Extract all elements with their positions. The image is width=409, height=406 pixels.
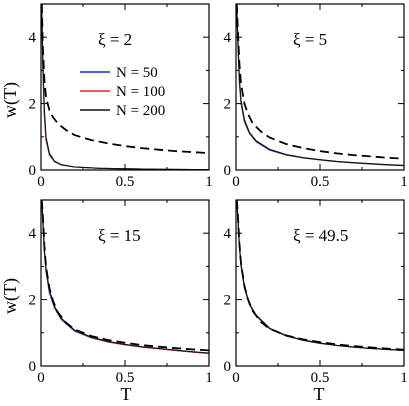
- legend-label: N = 100: [116, 84, 165, 100]
- series-line-200: [41, 200, 209, 354]
- panel-2: 0 0.5 1 0 2 4 ξ = 5: [224, 3, 408, 190]
- plot-lines: [41, 4, 209, 170]
- plot-lines: [236, 200, 404, 351]
- y-tick-label: 0: [224, 163, 232, 179]
- y-tick-label: 0: [29, 163, 37, 179]
- plot-lines: [236, 4, 404, 167]
- x-axis-label-left: T: [121, 384, 132, 404]
- x-tick-label: 0.5: [116, 174, 135, 190]
- x-tick-label: 0.5: [116, 370, 135, 386]
- legend: N = 50 N = 100 N = 200: [80, 65, 165, 119]
- series-line-50: [236, 4, 404, 167]
- theory-curve-dashed: [236, 200, 404, 351]
- series-line-200: [41, 4, 209, 170]
- panel-4: 0 0.5 1 0 2 4 ξ = 49.5: [224, 199, 408, 386]
- y-axis-label-bottom: w(T): [0, 278, 21, 314]
- plot-lines: [41, 200, 209, 354]
- legend-label: N = 200: [116, 103, 165, 119]
- x-tick-label: 0: [37, 370, 45, 386]
- x-axis-label-right: T: [314, 384, 325, 404]
- theory-curve-dashed: [41, 4, 209, 154]
- plot-frame: [40, 199, 210, 367]
- panel-3: 0 0.5 1 0 2 4 ξ = 15: [29, 199, 213, 386]
- series-line-200: [236, 4, 404, 166]
- series-line-100: [236, 200, 404, 351]
- x-tick-label: 0: [37, 174, 45, 190]
- y-tick-label: 4: [224, 226, 232, 242]
- theory-curve-dashed: [236, 4, 404, 160]
- series-line-50: [41, 200, 209, 354]
- x-tick-label: 1: [205, 174, 213, 190]
- x-tick-label: 0.5: [311, 370, 330, 386]
- y-tick-label: 0: [29, 359, 37, 375]
- series-line-100: [41, 200, 209, 354]
- series-line-50: [236, 200, 404, 351]
- y-tick-label: 4: [224, 30, 232, 46]
- y-tick-label: 2: [224, 97, 232, 113]
- y-tick-label: 2: [224, 293, 232, 309]
- legend-label: N = 50: [116, 65, 158, 81]
- plot-frame: [235, 199, 405, 367]
- y-axis-label-top: w(T): [0, 82, 21, 118]
- y-tick-label: 4: [29, 30, 37, 46]
- panel-title: ξ = 15: [98, 226, 141, 245]
- y-tick-label: 2: [29, 97, 37, 113]
- x-tick-label: 1: [205, 370, 213, 386]
- panel-title: ξ = 49.5: [293, 226, 348, 245]
- panel-1: 0 0.5 1 0 2 4 ξ = 2 N = 50 N = 100 N = 200: [29, 3, 213, 190]
- y-tick-label: 0: [224, 359, 232, 375]
- y-tick-label: 2: [29, 293, 37, 309]
- series-line-200: [236, 200, 404, 351]
- series-line-100: [236, 4, 404, 166]
- x-tick-label: 0.5: [311, 174, 330, 190]
- x-tick-label: 1: [400, 174, 408, 190]
- y-tick-label: 4: [29, 226, 37, 242]
- panel-title: ξ = 2: [98, 30, 132, 49]
- theory-curve-dashed: [41, 200, 209, 352]
- x-tick-label: 0: [232, 370, 240, 386]
- x-tick-label: 1: [400, 370, 408, 386]
- x-tick-label: 0: [232, 174, 240, 190]
- panel-title: ξ = 5: [293, 30, 327, 49]
